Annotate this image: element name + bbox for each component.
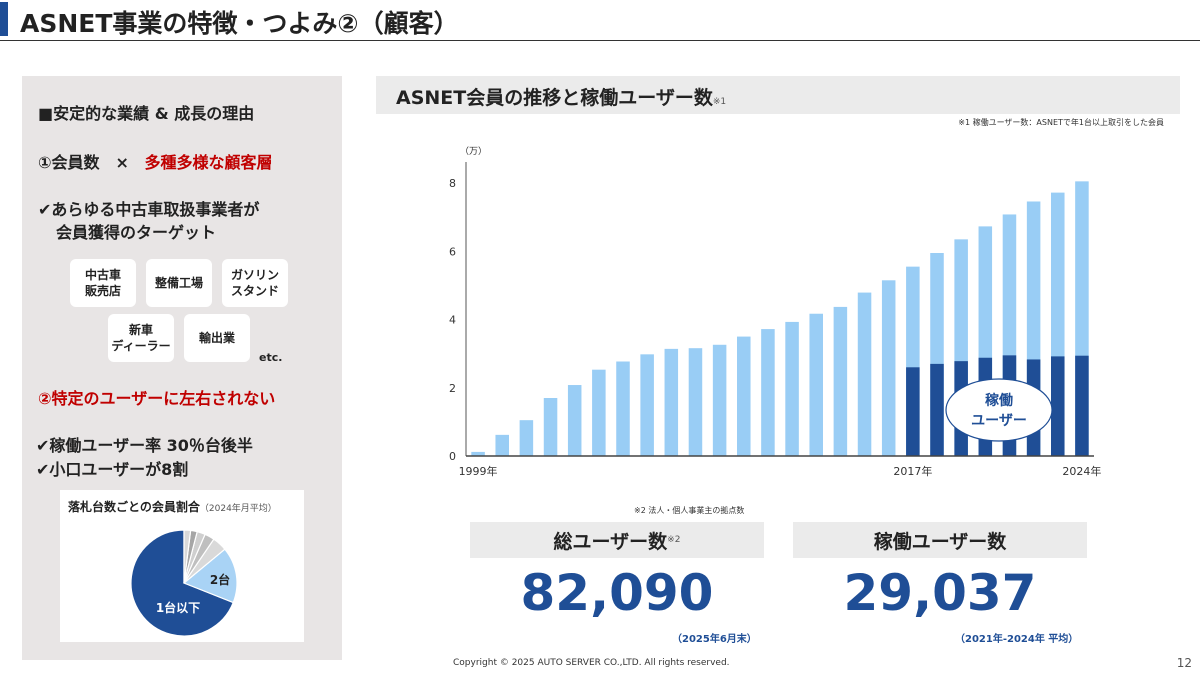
pie-slice [182,548,238,604]
kpi-total-label-text: 総ユーザー数 [553,530,668,553]
kpi-active-value: 29,037 [843,564,1037,622]
title-accent-bar [0,2,8,36]
bar-total-members [471,451,485,456]
kpi-total-note: （2025年6月末） [672,634,757,645]
check1-line2: 会員獲得のターゲット [56,223,217,242]
check1-line1: ✔あらゆる中古車取扱事業者が [38,200,260,219]
chip-repair-shop: 整備工場 [146,259,212,307]
slide-title-bar: ASNET事業の特徴・つよみ②（顧客） [0,0,1200,41]
y-tick-label: 2 [449,382,456,395]
pie-title-text: 落札台数ごとの会員割合 [68,500,200,514]
bar-total-members [761,329,775,456]
pie-slice [183,529,192,584]
chart-title: ASNET会員の推移と稼働ユーザー数※1 [396,83,726,110]
bar-total-members [833,306,848,456]
page-number: 12 [1176,656,1192,670]
x-tick-label: 2024年 [1062,464,1101,478]
bar-total-members [809,313,823,456]
y-tick-label: 4 [449,314,456,327]
pie-title: 落札台数ごとの会員割合（2024年月平均） [68,498,277,515]
bar-total-members [881,280,896,456]
kpi-total-label-sup: ※2 [667,535,681,545]
bar-active-users [906,367,920,456]
callout-line-2: ユーザー [971,413,1027,429]
chip-gas-station: ガソリン スタンド [222,259,288,307]
callout-bubble [945,378,1053,442]
kpi-total-value: 82,090 [520,564,714,622]
point1-prefix: ①会員数 × [38,153,129,172]
bar-total-members [616,361,630,456]
y-tick-label: 0 [449,450,456,463]
chart-note-1: ※1 稼働ユーザー数：ASNETで年1台以上取引をした会員 [958,118,1164,127]
chart-title-sup: ※1 [712,97,727,107]
pie-chart-box: 落札台数ごとの会員割合（2024年月平均） 1台以下 2台 [60,490,304,642]
kpi-active-label: 稼働ユーザー数 [793,522,1087,558]
bar-active-users [1075,355,1089,456]
pie-subtitle: （2024年月平均） [199,504,277,514]
x-tick-label: 2017年 [893,464,932,478]
bar-total-members [688,348,703,456]
pie-label-1-or-less: 1台以下 [156,600,200,615]
bar-active-users [1051,356,1065,456]
check2-text: ✔稼働ユーザー率 30％台後半 [36,436,253,455]
point1-highlight: 多種多様な顧客層 [144,153,273,172]
bar-total-members [592,369,606,456]
slide-title: ASNET事業の特徴・つよみ②（顧客） [20,9,459,38]
bar-active-users [930,363,944,456]
pie-chart: 1台以下 2台 [130,529,238,637]
member-bar-chart: （万） 0 2 4 6 8 1999年 2017年 2024年 稼働ユーザー [449,146,1101,478]
bar-total-members [857,292,872,456]
y-tick-label: 6 [449,245,456,258]
panel-heading: ■安定的な業績 & 成長の理由 [38,104,255,123]
active-users-callout: 稼働ユーザー [945,378,1053,442]
kpi-active-note: （2021年-2024年 平均） [955,634,1079,645]
point2-text: ②特定のユーザーに左右されない [38,389,276,408]
bar-total-members [737,336,751,456]
bar-total-members [519,420,534,456]
bar-total-members [495,434,509,456]
check3-text: ✔小口ユーザーが8割 [36,460,189,479]
bar-total-members [543,398,558,456]
chip-used-car-dealer: 中古車 販売店 [70,259,136,307]
copyright: Copyright © 2025 AUTO SERVER CO.,LTD. Al… [453,658,730,668]
bar-total-members [712,344,727,456]
chart-title-text: ASNET会員の推移と稼働ユーザー数 [396,87,713,109]
chip-new-car-dealer: 新車 ディーラー [108,314,174,362]
y-tick-label: 8 [449,177,456,190]
bar-total-members [640,354,654,456]
chart-header: ASNET会員の推移と稼働ユーザー数※1 [376,76,1180,114]
pie-label-2: 2台 [210,572,230,587]
chart-note-2: ※2 法人・個人事業主の拠点数 [634,506,745,515]
x-tick-label: 1999年 [459,464,498,478]
point1-text: ①会員数 × 多種多様な顧客層 [38,149,273,173]
bar-total-members [785,321,799,456]
pie-slice [130,529,235,637]
y-unit-label: （万） [460,146,487,157]
chips-etc: etc. [259,351,283,364]
callout-line-1: 稼働 [985,392,1013,409]
chip-exporter: 輸出業 [184,314,250,362]
kpi-total-label: 総ユーザー数 ※2 [470,522,764,558]
bar-total-members [664,348,679,456]
bar-total-members [567,385,582,456]
